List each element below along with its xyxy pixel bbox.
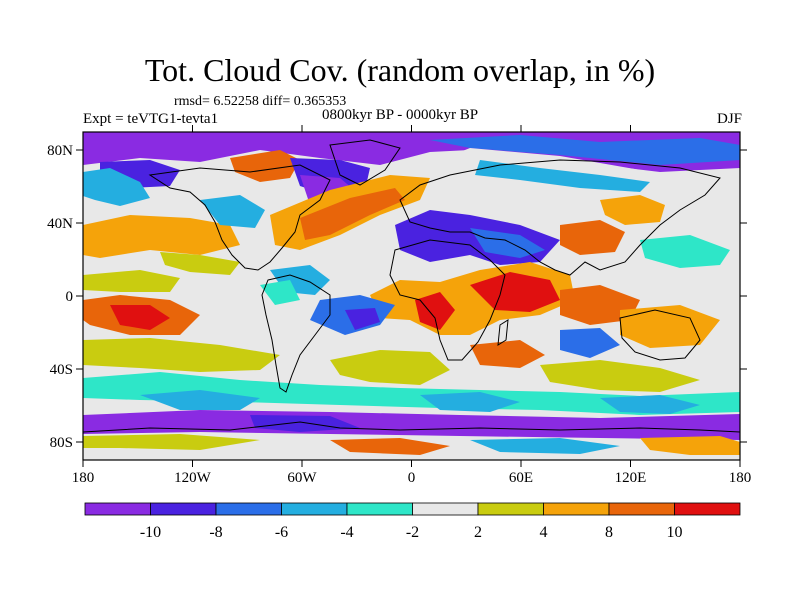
experiment-label: Expt = teVTG1-tevta1 bbox=[83, 111, 219, 127]
colorbar-label: -6 bbox=[275, 524, 288, 541]
field-patch bbox=[83, 410, 740, 440]
lon-label: 180 bbox=[729, 470, 752, 486]
field-patch bbox=[250, 415, 360, 432]
period-label: 0800kyr BP - 0000kyr BP bbox=[322, 107, 479, 123]
lon-label: 120E bbox=[615, 470, 647, 486]
field-patch bbox=[83, 372, 740, 415]
field-patch bbox=[640, 235, 730, 268]
lon-labels: 180 120W 60W 0 60E 120E 180 bbox=[72, 470, 752, 486]
coastline-south-america bbox=[261, 274, 331, 393]
colorbar-swatch bbox=[674, 502, 741, 516]
field-patch bbox=[330, 438, 450, 455]
plot-title: Tot. Cloud Cov. (random overlap, in %) bbox=[144, 52, 656, 88]
field-patch bbox=[110, 305, 170, 330]
colorbar-label: -8 bbox=[209, 524, 222, 541]
lon-label: 0 bbox=[408, 470, 416, 486]
lon-label: 60E bbox=[509, 470, 533, 486]
anomaly-field bbox=[83, 132, 740, 460]
field-patch bbox=[600, 195, 665, 225]
colorbar-swatch bbox=[215, 502, 282, 516]
field-patch bbox=[470, 272, 560, 312]
colorbar-label: 2 bbox=[474, 524, 482, 541]
lat-labels: 80N 40N 0 40S 80S bbox=[47, 143, 73, 451]
field-patch bbox=[345, 308, 380, 330]
coastline-africa bbox=[389, 239, 506, 361]
lat-label: 40N bbox=[47, 216, 73, 232]
lat-tick-marks bbox=[76, 149, 747, 443]
colorbar-swatch bbox=[84, 502, 151, 516]
colorbar-label: 4 bbox=[540, 524, 548, 541]
lon-tick-marks bbox=[82, 125, 741, 467]
field-patch bbox=[600, 395, 700, 414]
season-label: DJF bbox=[716, 111, 742, 127]
field-patch bbox=[140, 390, 260, 410]
lon-label: 180 bbox=[72, 470, 95, 486]
field-patch bbox=[475, 160, 650, 192]
colorbar-swatch bbox=[543, 502, 610, 516]
lon-label: 120W bbox=[174, 470, 212, 486]
field-patch bbox=[415, 292, 455, 330]
field-patch bbox=[83, 168, 150, 206]
coastline-greenland bbox=[329, 139, 401, 186]
field-patch bbox=[83, 270, 180, 292]
coastline-north-america bbox=[148, 164, 331, 271]
field-patch bbox=[230, 150, 300, 182]
lat-label: 0 bbox=[66, 289, 74, 305]
colorbar-label: 8 bbox=[605, 524, 613, 541]
stats-line: rmsd= 6.52258 diff= 0.365353 bbox=[174, 94, 347, 109]
colorbar-label: 10 bbox=[667, 524, 683, 541]
colorbar-swatch bbox=[608, 502, 675, 516]
colorbar-swatch bbox=[150, 502, 217, 516]
field-patch bbox=[83, 215, 240, 258]
field-patch bbox=[560, 328, 620, 358]
field-patch bbox=[430, 135, 740, 165]
field-patch bbox=[260, 280, 300, 305]
coastline-australia bbox=[619, 309, 701, 361]
coastline-eurasia bbox=[399, 159, 721, 276]
coastline-antarctica bbox=[83, 421, 740, 433]
field-patch bbox=[160, 252, 240, 275]
field-patch bbox=[560, 220, 625, 255]
colorbar-label: -10 bbox=[140, 524, 161, 541]
colorbar-swatch bbox=[412, 502, 479, 516]
lon-label: 60W bbox=[287, 470, 317, 486]
coastline-madagascar bbox=[497, 319, 509, 346]
field-patch bbox=[83, 338, 280, 372]
lat-label: 40S bbox=[50, 362, 73, 378]
coastlines bbox=[83, 139, 740, 433]
field-patch bbox=[640, 436, 740, 455]
colorbar: -10 -8 -6 -4 -2 2 4 8 10 bbox=[84, 502, 741, 541]
field-patch bbox=[540, 360, 700, 392]
field-patch bbox=[620, 305, 720, 348]
colorbar-swatch bbox=[346, 502, 413, 516]
colorbar-label: -4 bbox=[340, 524, 353, 541]
field-patch bbox=[470, 438, 620, 454]
field-patch bbox=[330, 350, 450, 385]
colorbar-swatch bbox=[281, 502, 348, 516]
lat-label: 80N bbox=[47, 143, 73, 159]
field-patch bbox=[200, 195, 265, 228]
lat-label: 80S bbox=[50, 435, 73, 451]
field-patch bbox=[300, 188, 405, 240]
colorbar-label: -2 bbox=[406, 524, 419, 541]
field-patch bbox=[83, 434, 260, 450]
field-patch bbox=[420, 392, 520, 412]
field-patch bbox=[470, 340, 545, 368]
colorbar-swatch bbox=[477, 502, 544, 516]
